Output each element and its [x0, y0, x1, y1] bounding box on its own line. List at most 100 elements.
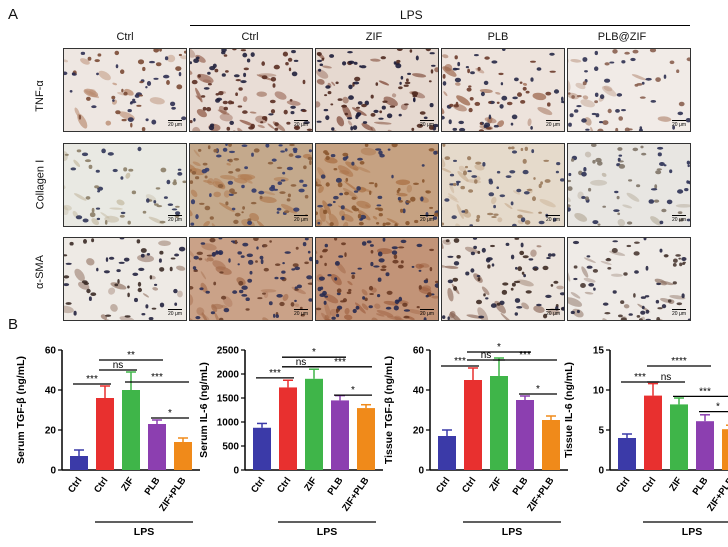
cell-nucleus	[663, 74, 667, 79]
cell-nucleus	[599, 121, 603, 124]
cell-nucleus	[324, 94, 328, 97]
significance-label: *	[351, 385, 355, 396]
cell-nucleus	[470, 268, 475, 273]
tissue-fiber	[443, 91, 448, 97]
cell-nucleus	[190, 286, 194, 290]
cell-nucleus	[242, 52, 248, 58]
x-tick-label: Ctrl	[434, 475, 452, 495]
cell-nucleus	[229, 150, 235, 154]
significance-label: ***	[454, 356, 466, 367]
tissue-fiber	[582, 95, 589, 100]
cell-nucleus	[253, 148, 260, 153]
cell-nucleus	[199, 287, 204, 291]
tissue-fiber	[406, 184, 413, 193]
cell-nucleus	[149, 275, 153, 280]
cell-nucleus	[452, 277, 459, 282]
cell-nucleus	[195, 316, 201, 320]
cell-nucleus	[468, 107, 473, 113]
cell-nucleus	[199, 202, 205, 205]
cell-nucleus	[606, 257, 610, 261]
cell-nucleus	[78, 114, 82, 120]
cell-nucleus	[396, 49, 403, 51]
cell-nucleus	[677, 189, 684, 194]
cell-nucleus	[191, 79, 198, 85]
cell-nucleus	[170, 257, 176, 260]
cell-nucleus	[583, 167, 587, 172]
cell-nucleus	[219, 271, 224, 274]
tissue-fiber	[601, 86, 617, 97]
tissue-fiber	[521, 302, 530, 310]
cell-nucleus	[568, 122, 572, 127]
cell-nucleus	[290, 184, 297, 187]
cell-nucleus	[256, 246, 259, 250]
tissue-fiber	[477, 307, 489, 320]
cell-nucleus	[413, 182, 419, 185]
cell-nucleus	[119, 214, 125, 218]
cell-nucleus	[322, 290, 327, 296]
cell-nucleus	[244, 166, 248, 170]
cell-nucleus	[276, 211, 280, 214]
cell-nucleus	[640, 296, 646, 299]
cell-nucleus	[599, 94, 605, 100]
tissue-fiber	[442, 103, 445, 115]
x-tick-label: PLB	[326, 475, 346, 497]
cell-nucleus	[514, 77, 519, 82]
bar	[644, 395, 662, 470]
cell-nucleus	[134, 297, 138, 303]
bar	[490, 376, 508, 470]
cell-nucleus	[465, 165, 468, 169]
cell-nucleus	[223, 54, 228, 57]
cell-nucleus	[661, 208, 667, 213]
bar	[464, 380, 482, 470]
tissue-fiber	[617, 218, 626, 226]
tissue-fiber	[537, 106, 553, 116]
micrograph-texture	[316, 144, 438, 226]
cell-nucleus	[351, 205, 357, 211]
cell-nucleus	[525, 90, 530, 94]
cell-nucleus	[574, 109, 579, 113]
micrograph-texture	[316, 238, 438, 320]
cell-nucleus	[644, 295, 650, 298]
scale-bar: 20 μm	[294, 122, 308, 128]
cell-nucleus	[319, 255, 323, 259]
cell-nucleus	[429, 52, 435, 55]
cell-nucleus	[221, 73, 226, 77]
cell-nucleus	[387, 148, 391, 151]
cell-nucleus	[341, 242, 346, 246]
cell-nucleus	[299, 179, 304, 183]
cell-nucleus	[453, 261, 460, 266]
cell-nucleus	[496, 170, 501, 174]
cell-nucleus	[568, 172, 572, 177]
cell-nucleus	[325, 182, 330, 187]
cell-nucleus	[378, 213, 383, 217]
cell-nucleus	[247, 218, 252, 222]
cell-nucleus	[648, 199, 655, 204]
cell-nucleus	[304, 261, 309, 265]
cell-nucleus	[127, 292, 130, 298]
cell-nucleus	[491, 60, 498, 64]
cell-nucleus	[584, 196, 589, 201]
cell-nucleus	[245, 308, 250, 311]
cell-nucleus	[316, 181, 318, 186]
cell-nucleus	[327, 91, 332, 95]
tissue-fiber	[657, 225, 662, 226]
cell-nucleus	[302, 184, 308, 187]
cell-nucleus	[357, 213, 362, 219]
cell-nucleus	[602, 205, 606, 208]
tissue-fiber	[280, 203, 298, 214]
cell-nucleus	[379, 153, 385, 158]
cell-nucleus	[488, 114, 492, 120]
tissue-fiber	[513, 190, 521, 195]
tissue-fiber	[193, 149, 200, 158]
cell-nucleus	[151, 307, 157, 310]
cell-nucleus	[223, 308, 230, 313]
x-tick-label: ZIF+PLB	[157, 475, 188, 513]
cell-nucleus	[260, 121, 264, 124]
cell-nucleus	[307, 282, 312, 285]
tissue-fiber	[242, 96, 248, 103]
cell-nucleus	[499, 194, 506, 198]
cell-nucleus	[352, 308, 357, 314]
cell-nucleus	[115, 64, 119, 69]
cell-nucleus	[303, 165, 307, 170]
cell-nucleus	[235, 92, 238, 96]
